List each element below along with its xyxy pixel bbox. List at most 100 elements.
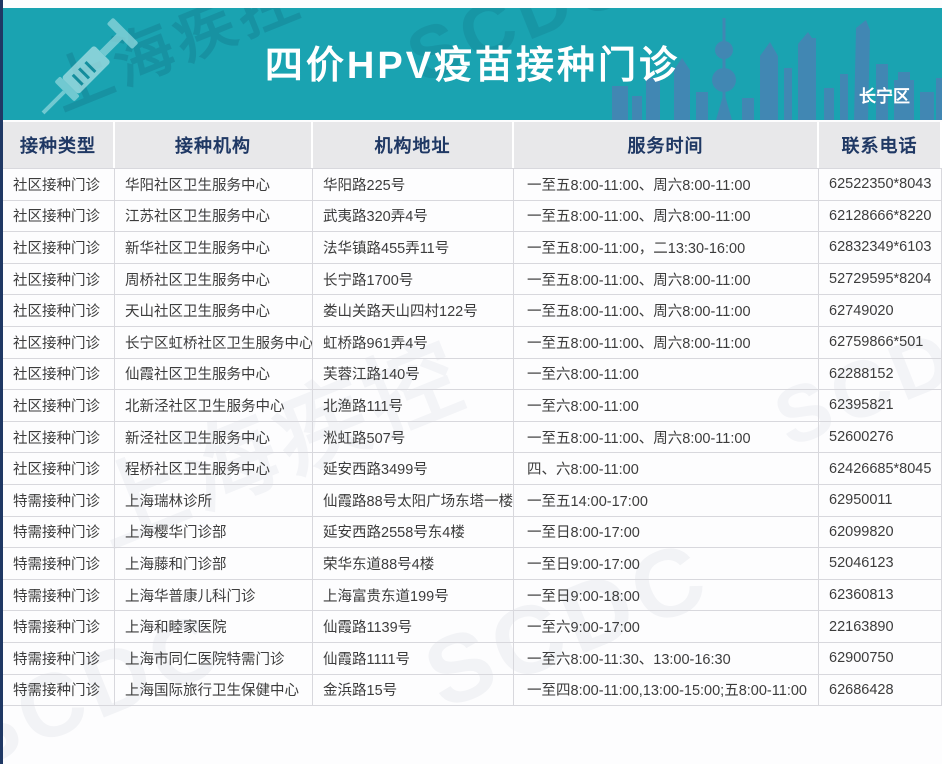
cell-phone: 62395821	[819, 390, 942, 421]
cell-phone: 52600276	[819, 421, 942, 453]
cell-type: 社区接种门诊	[3, 169, 115, 200]
table-row: 社区接种门诊 周桥社区卫生服务中心 长宁路1700号 一至五8:00-11:00、周六…	[3, 263, 942, 296]
cell-address: 荣华东道88号4楼	[313, 548, 514, 579]
cell-org: 江苏社区卫生服务中心	[115, 200, 313, 232]
cell-org: 仙霞社区卫生服务中心	[115, 358, 313, 390]
cell-type: 社区接种门诊	[3, 326, 115, 358]
column-header-0: 接种类型	[3, 122, 115, 168]
column-header-4: 联系电话	[819, 122, 942, 168]
cell-hours: 一至五8:00-11:00，二13:30-16:00	[514, 232, 819, 263]
cell-address: 北渔路111号	[313, 390, 514, 421]
cell-phone: 62128666*8220	[819, 200, 942, 232]
cell-address: 武夷路320弄4号	[313, 200, 514, 232]
cell-address: 法华镇路455弄11号	[313, 232, 514, 263]
banner: 上海疾控 SCDC	[3, 8, 942, 120]
column-header-3: 服务时间	[514, 122, 819, 168]
table-row: 社区接种门诊 长宁区虹桥社区卫生服务中心 虹桥路961弄4号 一至五8:00-11:0…	[3, 326, 942, 359]
table-row: 特需接种门诊 上海和睦家医院 仙霞路1139号 一至六9:00-17:00 221638…	[3, 611, 942, 643]
cell-hours: 一至五8:00-11:00、周六8:00-11:00	[514, 295, 819, 326]
table-row: 社区接种门诊 天山社区卫生服务中心 娄山关路天山四村122号 一至五8:00-11:0…	[3, 295, 942, 327]
cell-type: 特需接种门诊	[3, 484, 115, 516]
cell-address: 淞虹路507号	[313, 421, 514, 453]
cell-address: 上海富贵东道199号	[313, 579, 514, 611]
table-body: 社区接种门诊 华阳社区卫生服务中心 华阳路225号 一至五8:00-11:00、周六8…	[3, 168, 942, 707]
cell-org: 长宁区虹桥社区卫生服务中心	[115, 326, 313, 358]
cell-address: 长宁路1700号	[313, 263, 514, 295]
cell-hours: 一至六8:00-11:00	[514, 358, 819, 390]
cell-org: 上海藤和门诊部	[115, 548, 313, 579]
cell-org: 周桥社区卫生服务中心	[115, 263, 313, 295]
cell-hours: 一至六9:00-17:00	[514, 611, 819, 642]
cell-type: 社区接种门诊	[3, 453, 115, 484]
cell-hours: 一至五8:00-11:00、周六8:00-11:00	[514, 326, 819, 358]
cell-phone: 62099820	[819, 516, 942, 548]
cell-hours: 一至五8:00-11:00、周六8:00-11:00	[514, 200, 819, 232]
cell-org: 上海瑞林诊所	[115, 484, 313, 516]
cell-hours: 一至五8:00-11:00、周六8:00-11:00	[514, 169, 819, 200]
cell-phone: 52729595*8204	[819, 263, 942, 295]
cell-org: 北新泾社区卫生服务中心	[115, 390, 313, 421]
cell-type: 社区接种门诊	[3, 358, 115, 390]
cell-type: 特需接种门诊	[3, 579, 115, 611]
cell-type: 特需接种门诊	[3, 611, 115, 642]
cell-address: 芙蓉江路140号	[313, 358, 514, 390]
cell-org: 程桥社区卫生服务中心	[115, 453, 313, 484]
cell-type: 社区接种门诊	[3, 263, 115, 295]
cell-org: 新华社区卫生服务中心	[115, 232, 313, 263]
cell-org: 上海华普康儿科门诊	[115, 579, 313, 611]
cell-address: 娄山关路天山四村122号	[313, 295, 514, 326]
cell-org: 上海樱华门诊部	[115, 516, 313, 548]
table-row: 社区接种门诊 北新泾社区卫生服务中心 北渔路111号 一至六8:00-11:00 623…	[3, 390, 942, 422]
cell-org: 华阳社区卫生服务中心	[115, 169, 313, 200]
table-row: 社区接种门诊 新泾社区卫生服务中心 淞虹路507号 一至五8:00-11:00、周六8…	[3, 421, 942, 454]
table-row: 社区接种门诊 华阳社区卫生服务中心 华阳路225号 一至五8:00-11:00、周六8…	[3, 169, 942, 201]
left-border-strip	[0, 0, 3, 764]
cell-phone: 52046123	[819, 548, 942, 579]
cell-hours: 四、六8:00-11:00	[514, 453, 819, 484]
cell-hours: 一至五8:00-11:00、周六8:00-11:00	[514, 421, 819, 453]
cell-phone: 62288152	[819, 358, 942, 390]
cell-phone: 22163890	[819, 611, 942, 642]
cell-address: 仙霞路1139号	[313, 611, 514, 642]
cell-address: 虹桥路961弄4号	[313, 326, 514, 358]
cell-type: 社区接种门诊	[3, 200, 115, 232]
cell-hours: 一至日9:00-17:00	[514, 548, 819, 579]
cell-phone: 62686428	[819, 674, 942, 706]
cell-type: 特需接种门诊	[3, 548, 115, 579]
table-row: 社区接种门诊 程桥社区卫生服务中心 延安西路3499号 四、六8:00-11:00 62…	[3, 453, 942, 485]
table-row: 特需接种门诊 上海瑞林诊所 仙霞路88号太阳广场东塔一楼 一至五14:00-17:00…	[3, 484, 942, 517]
table-row: 社区接种门诊 新华社区卫生服务中心 法华镇路455弄11号 一至五8:00-11:00…	[3, 232, 942, 264]
table-row: 特需接种门诊 上海樱华门诊部 延安西路2558号东4楼 一至日8:00-17:00 62…	[3, 516, 942, 549]
cell-type: 社区接种门诊	[3, 390, 115, 421]
cell-address: 延安西路3499号	[313, 453, 514, 484]
cell-type: 社区接种门诊	[3, 295, 115, 326]
cell-address: 华阳路225号	[313, 169, 514, 200]
column-header-2: 机构地址	[313, 122, 514, 168]
cell-phone: 62360813	[819, 579, 942, 611]
cell-type: 特需接种门诊	[3, 516, 115, 548]
syringe-icon	[41, 18, 138, 115]
cell-address: 金浜路15号	[313, 674, 514, 706]
page-title: 四价HPV疫苗接种门诊	[264, 45, 681, 87]
cell-hours: 一至日9:00-18:00	[514, 579, 819, 611]
cell-hours: 一至五8:00-11:00、周六8:00-11:00	[514, 263, 819, 295]
table-row: 特需接种门诊 上海国际旅行卫生保健中心 金浜路15号 一至四8:00-11:00,13…	[3, 674, 942, 707]
cell-type: 特需接种门诊	[3, 642, 115, 674]
city-skyline-icon	[612, 18, 942, 120]
cell-org: 天山社区卫生服务中心	[115, 295, 313, 326]
cell-phone: 62749020	[819, 295, 942, 326]
cell-type: 社区接种门诊	[3, 421, 115, 453]
cell-hours: 一至四8:00-11:00,13:00-15:00;五8:00-11:00	[514, 674, 819, 706]
table-row: 社区接种门诊 江苏社区卫生服务中心 武夷路320弄4号 一至五8:00-11:00、周…	[3, 200, 942, 233]
table-row: 特需接种门诊 上海藤和门诊部 荣华东道88号4楼 一至日9:00-17:00 52046…	[3, 548, 942, 580]
cell-address: 延安西路2558号东4楼	[313, 516, 514, 548]
table-row: 特需接种门诊 上海华普康儿科门诊 上海富贵东道199号 一至日9:00-18:00 62…	[3, 579, 942, 612]
cell-phone: 62950011	[819, 484, 942, 516]
cell-org: 上海和睦家医院	[115, 611, 313, 642]
table-header-row: 接种类型 接种机构 机构地址 服务时间 联系电话	[3, 122, 942, 168]
table-row: 特需接种门诊 上海市同仁医院特需门诊 仙霞路1111号 一至六8:00-11:30、1…	[3, 642, 942, 675]
cell-org: 上海国际旅行卫生保健中心	[115, 674, 313, 706]
cell-type: 社区接种门诊	[3, 232, 115, 263]
cell-hours: 一至日8:00-17:00	[514, 516, 819, 548]
